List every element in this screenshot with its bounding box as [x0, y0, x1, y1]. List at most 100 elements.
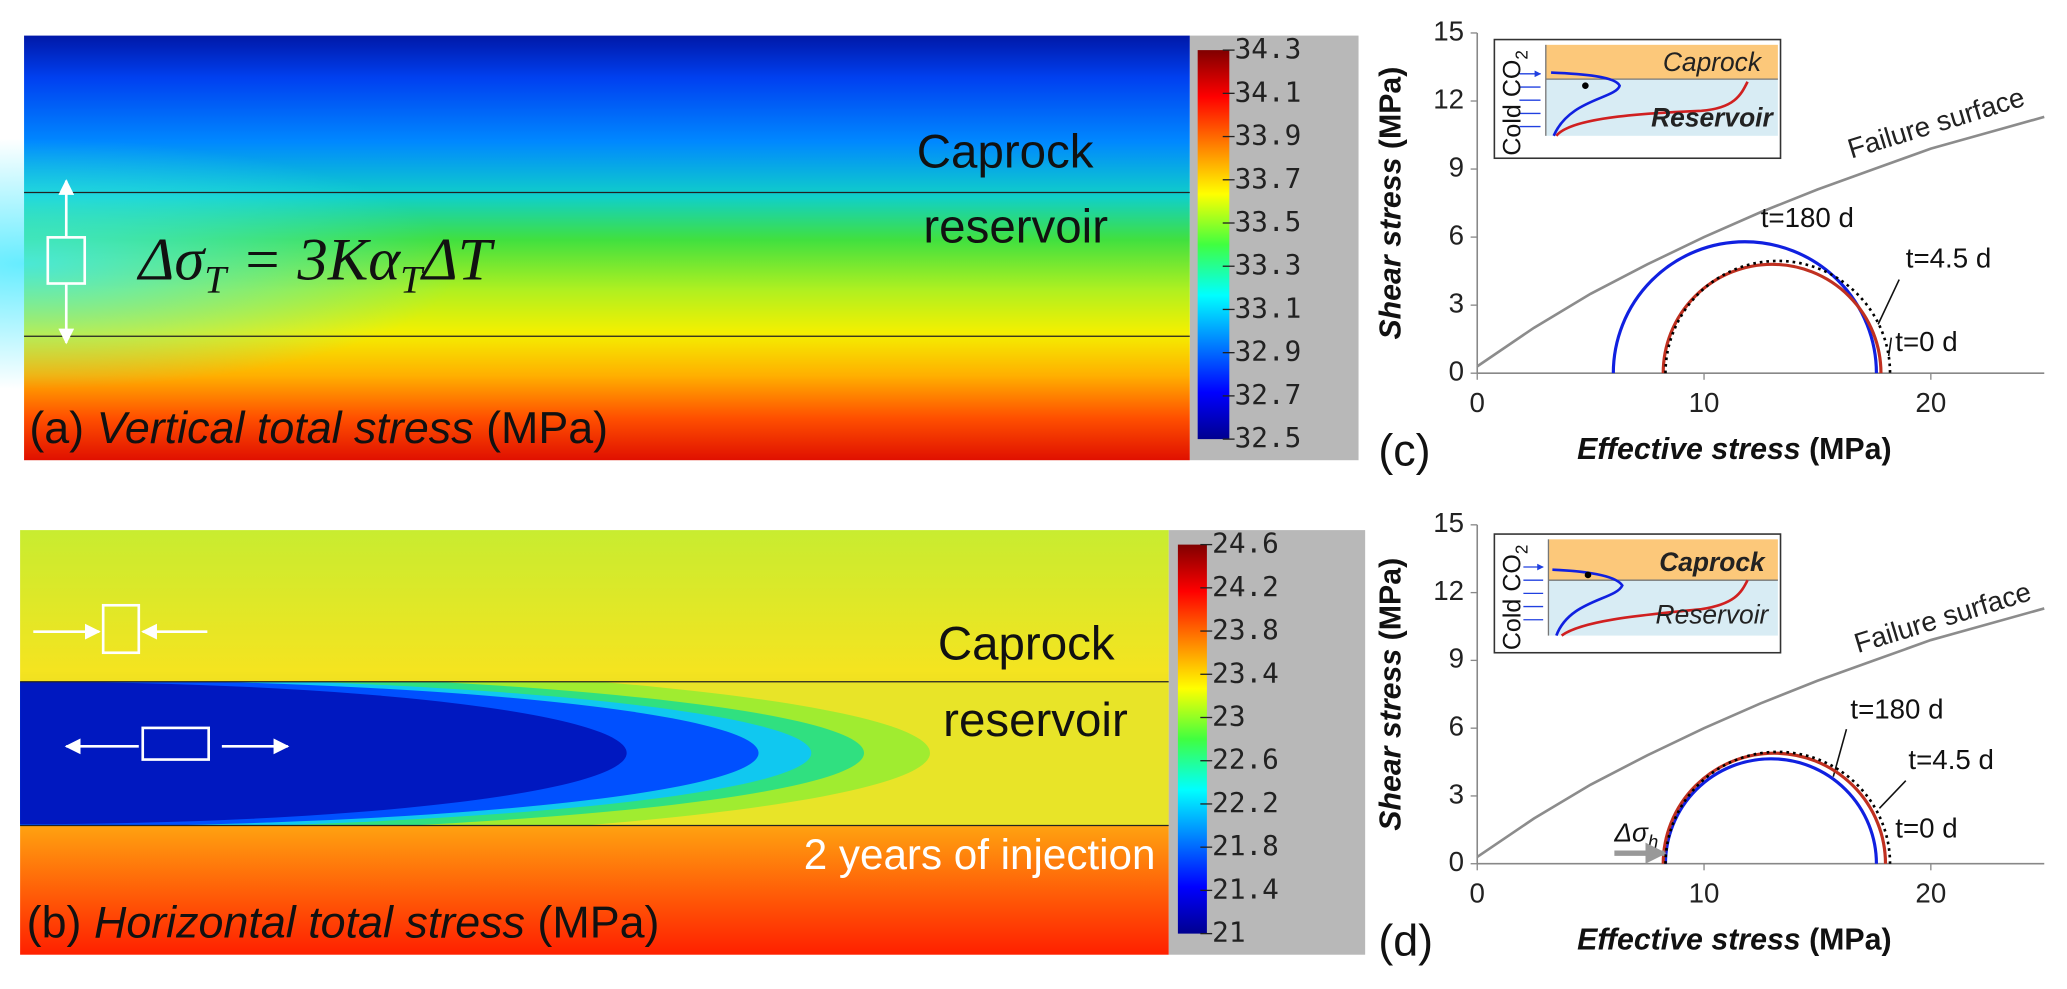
- inset-y-label-sub: 2: [1511, 50, 1531, 60]
- x-axis-title: Effective stress (MPa): [1577, 923, 1892, 956]
- contour-overlay: [0, 138, 460, 389]
- mohr-circle: [1663, 757, 1879, 864]
- x-tick-label: 0: [1470, 387, 1485, 418]
- failure-surface: [1476, 115, 2045, 368]
- x-tick-label: 20: [1915, 878, 1946, 909]
- colorbar-tick-label: 32.5: [1235, 421, 1302, 454]
- mohr-circle: [1664, 750, 1892, 864]
- y-axis-unit: (MPa): [1375, 558, 1408, 641]
- x-axis-title: Effective stress (MPa): [1577, 433, 1892, 466]
- y-axis-title-main: Shear stress: [1375, 649, 1408, 831]
- failure-surface-label: Failure surface: [1850, 576, 2034, 659]
- colorbar-tick-label: 23: [1212, 700, 1245, 733]
- y-tick-label: 9: [1449, 643, 1464, 674]
- x-axis-unit: (MPa): [1809, 923, 1892, 956]
- y-tick-label: 3: [1449, 778, 1464, 809]
- panel-title: (b) Horizontal total stress (MPa): [27, 897, 660, 948]
- inset: [1493, 533, 1782, 654]
- colorbar: [1177, 544, 1207, 934]
- colorbar-tick-label: 21: [1212, 916, 1245, 949]
- note: 2 years of injection: [804, 831, 1156, 878]
- y-axis-unit: (MPa): [1375, 67, 1408, 150]
- y-axis-title: Shear stress (MPa): [1375, 67, 1408, 340]
- mohr-circle: [1661, 751, 1888, 864]
- circle-label: t=0 d: [1895, 812, 1957, 843]
- panel-label: (d): [1378, 915, 1433, 966]
- caprock-label: Caprock: [938, 617, 1115, 670]
- inset-reservoir: Reservoir: [1651, 103, 1774, 133]
- colorbar-tick-label: 33.9: [1235, 119, 1302, 152]
- x-axis-title-main: Effective stress: [1577, 923, 1801, 956]
- colorbar-tick-label: 33.3: [1235, 248, 1302, 281]
- annotation: Δσh: [1613, 817, 1658, 852]
- colorbar-tick-label: 33.7: [1235, 162, 1302, 195]
- colorbar-tick-label: 34.3: [1235, 32, 1302, 65]
- reservoir-label: reservoir: [923, 201, 1108, 254]
- y-tick-label: 12: [1433, 83, 1464, 114]
- x-tick-label: 10: [1689, 387, 1720, 418]
- y-axis-title: Shear stress (MPa): [1375, 558, 1408, 831]
- y-tick-label: 3: [1449, 287, 1464, 318]
- caprock-label: Caprock: [917, 125, 1094, 178]
- y-tick-label: 0: [1449, 355, 1464, 386]
- colorbar-tick-label: 24.6: [1212, 527, 1279, 560]
- y-tick-label: 15: [1433, 15, 1464, 46]
- reservoir-label: reservoir: [943, 694, 1128, 747]
- equation: ΔσT = 3KαTΔT: [136, 227, 496, 302]
- annotation-main: Δσ: [1613, 817, 1649, 847]
- x-tick-label: 20: [1915, 387, 1946, 418]
- inset-y-label: Cold CO2: [1499, 50, 1532, 156]
- colorbar-tick-label: 33.5: [1235, 205, 1302, 238]
- colorbar-tick-label: 23.4: [1212, 656, 1279, 689]
- x-axis-unit: (MPa): [1809, 433, 1892, 466]
- y-tick-label: 15: [1433, 507, 1464, 538]
- panel-title: (a) Vertical total stress (MPa): [29, 402, 608, 453]
- inset-caprock: Caprock: [1663, 47, 1763, 77]
- mohr-circle: [1661, 262, 1883, 374]
- reservoir-band: [20, 681, 1169, 826]
- element-icon: [101, 603, 141, 655]
- failure-surface: [1476, 607, 2045, 859]
- inset-y-label-sub: 2: [1511, 545, 1531, 555]
- annotation-sub: h: [1648, 831, 1658, 852]
- inset-y-label-main: Cold CO: [1499, 554, 1527, 650]
- colorbar-tick-label: 24.2: [1212, 570, 1279, 603]
- x-axis-title-main: Effective stress: [1577, 433, 1801, 466]
- colorbar-tick-label: 23.8: [1212, 613, 1279, 646]
- element-icon: [141, 726, 210, 761]
- leader-line: [1878, 780, 1907, 809]
- inset-caprock: Caprock: [1659, 547, 1766, 577]
- inset-y-label-main: Cold CO: [1499, 60, 1527, 156]
- circle-label: t=4.5 d: [1906, 243, 1991, 274]
- leader-line: [1887, 337, 1893, 357]
- y-tick-label: 0: [1449, 846, 1464, 877]
- leader-line: [1877, 279, 1900, 325]
- colorbar-tick-label: 33.1: [1235, 291, 1302, 324]
- mohr-circle: [1664, 259, 1892, 374]
- panel-label: (c): [1378, 424, 1430, 475]
- circle-label: t=180 d: [1761, 202, 1854, 233]
- x-tick-label: 10: [1689, 878, 1720, 909]
- colorbar-tick-label: 21.4: [1212, 872, 1279, 905]
- y-tick-label: 6: [1449, 219, 1464, 250]
- y-tick-label: 12: [1433, 575, 1464, 606]
- inset-reservoir: Reservoir: [1656, 600, 1770, 630]
- inset: [1493, 38, 1782, 160]
- colorbar: [1197, 50, 1230, 440]
- colorbar-tick-label: 32.7: [1235, 378, 1302, 411]
- colorbar-tick-label: 34.1: [1235, 75, 1302, 108]
- circle-label: t=180 d: [1850, 694, 1943, 725]
- colorbar-tick-label: 32.9: [1235, 335, 1302, 368]
- x-tick-label: 0: [1470, 878, 1485, 909]
- colorbar-tick-label: 21.8: [1212, 829, 1279, 862]
- circle-label: t=4.5 d: [1908, 744, 1993, 775]
- circle-label: t=0 d: [1895, 326, 1957, 357]
- y-tick-label: 9: [1449, 151, 1464, 182]
- inset-y-label: Cold CO2: [1499, 545, 1532, 651]
- leader-line: [1832, 729, 1848, 777]
- colorbar-tick-label: 22.6: [1212, 743, 1279, 776]
- y-axis-title-main: Shear stress: [1375, 158, 1408, 340]
- colorbar-tick-label: 22.2: [1212, 786, 1279, 819]
- failure-surface-label: Failure surface: [1844, 81, 2028, 164]
